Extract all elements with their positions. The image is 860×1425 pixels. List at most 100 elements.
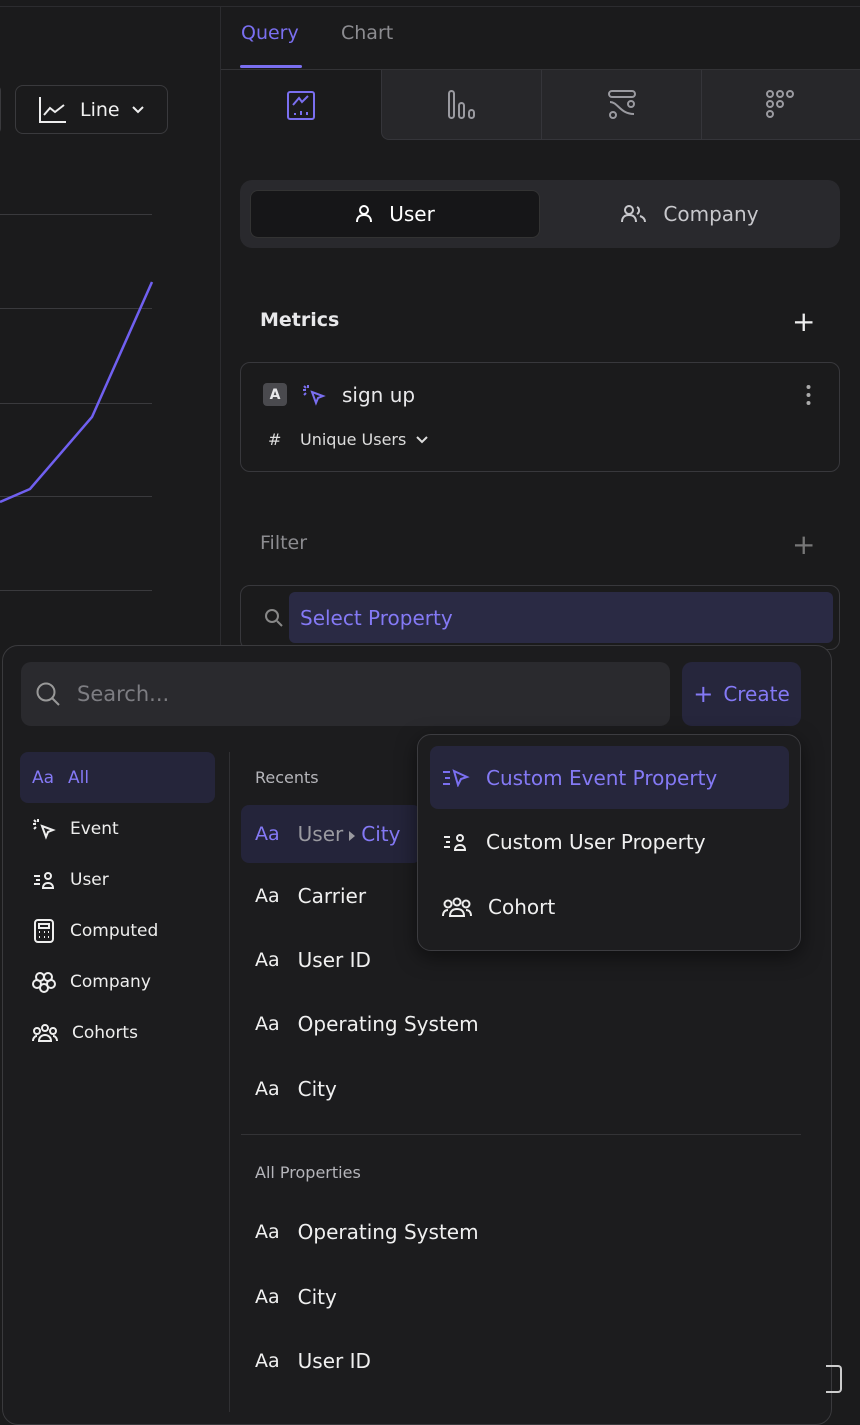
category-all[interactable]: Aa All (20, 752, 215, 803)
line-chart-icon (38, 96, 68, 124)
category-label: All (68, 767, 90, 788)
calculator-icon (32, 918, 56, 943)
property-label: City (297, 1077, 337, 1101)
search-icon (35, 681, 61, 707)
users-icon (621, 205, 647, 223)
property-label: City (361, 822, 401, 846)
cohort-icon (32, 1023, 58, 1042)
custom-event-icon (442, 768, 470, 787)
property-label: Carrier (297, 884, 367, 908)
all-properties-title: All Properties (255, 1163, 361, 1182)
category-user[interactable]: User (20, 854, 215, 905)
hash-icon: # (268, 430, 282, 449)
chart-type-dropdown[interactable]: Line (15, 85, 168, 134)
viz-tab-bar[interactable] (381, 70, 541, 140)
plus-icon: + (693, 680, 714, 708)
menu-item-label: Cohort (488, 894, 556, 919)
metric-card[interactable] (240, 362, 840, 472)
text-type-icon: Aa (255, 885, 280, 907)
column-divider (229, 752, 230, 1412)
series-line (0, 281, 154, 504)
viz-tab-flow[interactable] (541, 70, 701, 140)
event-cursor-icon (32, 818, 56, 840)
chevron-right-icon (349, 822, 356, 846)
add-metric-icon[interactable]: + (792, 305, 816, 338)
gridline (0, 403, 152, 404)
tabs-divider (221, 69, 860, 70)
search-icon (264, 608, 284, 628)
gridline (0, 496, 152, 497)
text-type-icon: Aa (255, 1286, 280, 1308)
event-cursor-icon (302, 384, 326, 406)
category-company[interactable]: Company (20, 956, 215, 1007)
property-item[interactable]: Aa City (241, 1268, 801, 1326)
recent-item[interactable]: Aa Operating System (241, 995, 801, 1053)
recent-item[interactable]: Aa User ID (241, 931, 801, 989)
more-options-icon[interactable] (806, 384, 811, 410)
text-type-icon: Aa (255, 1350, 280, 1372)
picker-search-box[interactable] (21, 662, 670, 726)
gridline (0, 214, 152, 215)
property-label: Operating System (297, 1012, 479, 1036)
property-item[interactable]: Aa User ID (241, 1332, 801, 1390)
create-button[interactable]: + Create (682, 662, 801, 726)
flow-icon (607, 89, 637, 120)
metric-event-name[interactable]: sign up (342, 383, 416, 407)
text-type-icon: Aa (32, 767, 55, 788)
viz-tab-retention[interactable] (701, 70, 860, 140)
scroll-edge (826, 1365, 842, 1393)
company-icon (32, 970, 56, 994)
tab-chart[interactable]: Chart (341, 22, 394, 44)
chart-line (0, 281, 154, 504)
add-filter-icon[interactable]: + (792, 528, 816, 561)
recent-item[interactable]: Aa User City (241, 805, 421, 863)
filter-title: Filter (260, 532, 308, 554)
category-computed[interactable]: Computed (20, 905, 215, 956)
category-event[interactable]: Event (20, 803, 215, 854)
category-cohorts[interactable]: Cohorts (20, 1007, 215, 1058)
viz-tab-line[interactable] (221, 70, 381, 140)
category-label: Cohorts (72, 1022, 138, 1043)
entity-user-button[interactable]: User (250, 190, 540, 238)
active-tab-indicator (240, 65, 302, 68)
user-icon (355, 205, 373, 223)
menu-item-label: Custom User Property (486, 829, 706, 854)
gridline (0, 590, 152, 591)
recents-title: Recents (255, 768, 319, 787)
top-border (0, 6, 860, 7)
select-property-input[interactable]: Select Property (289, 592, 833, 643)
category-label: Computed (70, 920, 159, 941)
entity-company-label: Company (663, 202, 759, 226)
category-label: User (70, 869, 109, 890)
property-item[interactable]: Aa Operating System (241, 1203, 801, 1261)
create-label: Create (723, 682, 790, 706)
entity-company-button[interactable]: Company (545, 190, 835, 238)
property-label: City (297, 1285, 337, 1309)
gridline (0, 308, 152, 309)
create-custom-user-property[interactable]: Custom User Property (430, 810, 789, 873)
dots-grid-icon (766, 89, 796, 120)
measure-label: Unique Users (300, 430, 407, 449)
picker-search-input[interactable] (77, 682, 637, 706)
chevron-down-icon (416, 435, 429, 444)
user-property-icon (442, 833, 470, 851)
create-cohort[interactable]: Cohort (430, 875, 789, 938)
cohort-icon (442, 897, 472, 917)
user-property-icon (32, 871, 56, 889)
chevron-down-icon (131, 105, 144, 114)
tab-query[interactable]: Query (241, 22, 299, 44)
recent-item[interactable]: Aa Carrier (241, 867, 801, 925)
text-type-icon: Aa (255, 1013, 280, 1035)
entity-user-label: User (389, 202, 435, 226)
property-label: User ID (297, 1349, 371, 1373)
recent-item[interactable]: Aa City (241, 1060, 801, 1118)
chart-type-label: Line (80, 98, 120, 121)
metrics-title: Metrics (260, 309, 340, 331)
bar-chart-icon (447, 89, 477, 120)
measure-dropdown[interactable]: Unique Users (300, 430, 429, 449)
property-prefix: User (297, 822, 344, 846)
property-label: User ID (297, 948, 371, 972)
menu-item-label: Custom Event Property (486, 765, 718, 790)
text-type-icon: Aa (255, 1221, 280, 1243)
create-custom-event-property[interactable]: Custom Event Property (430, 746, 789, 809)
